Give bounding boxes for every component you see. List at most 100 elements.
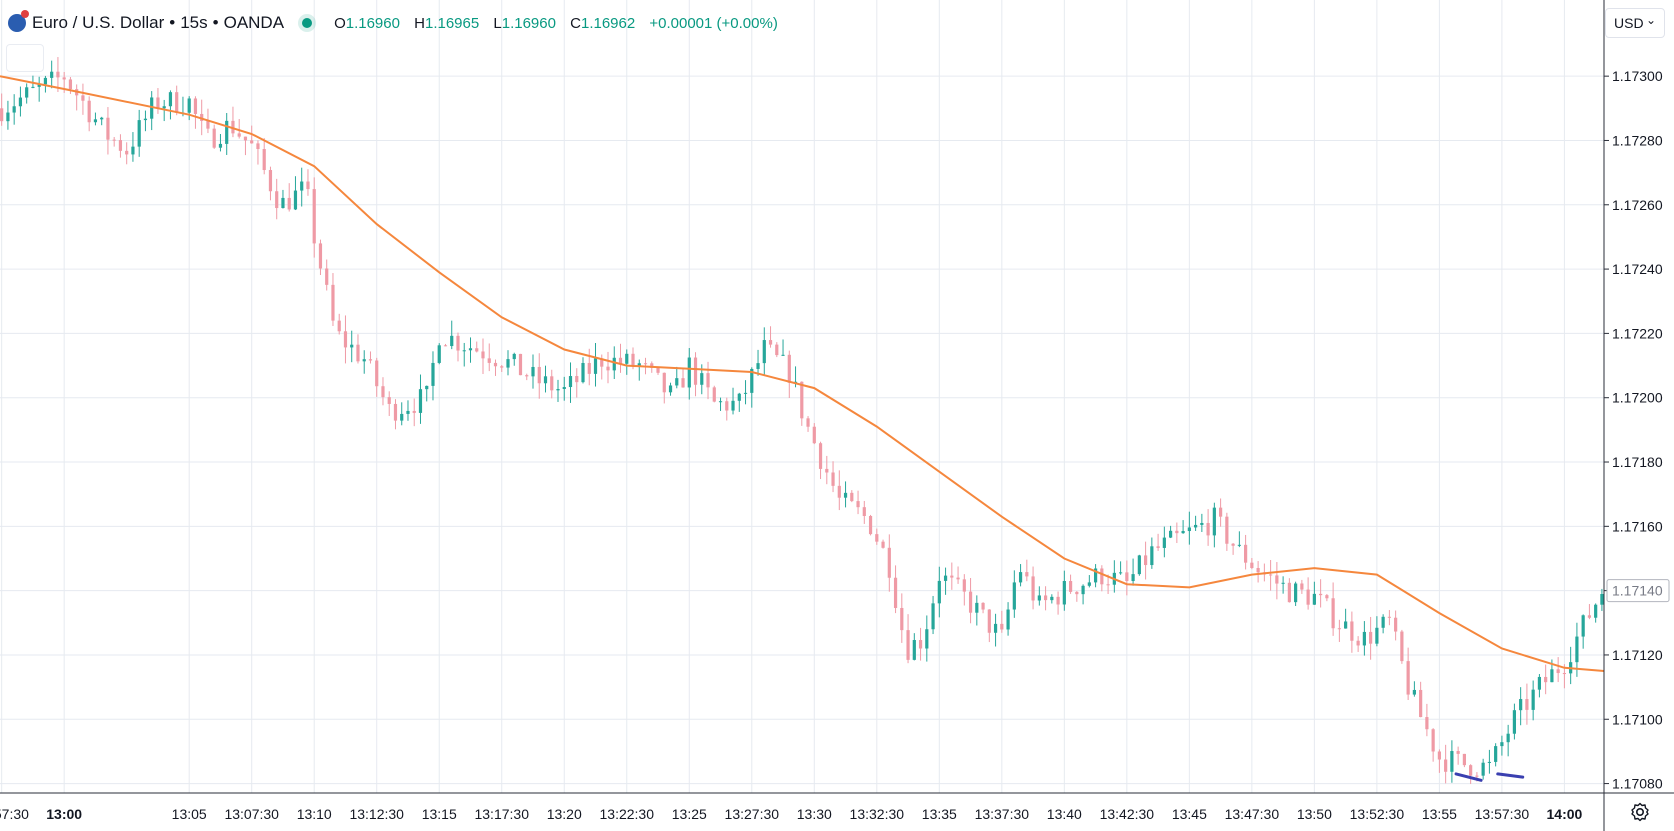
candle-body (543, 376, 548, 384)
time-tick-label: 13:12:30 (349, 806, 404, 822)
candle-body (562, 387, 566, 389)
candle-body (500, 366, 504, 368)
settings-icon[interactable] (1628, 800, 1652, 824)
candle-body (925, 629, 929, 649)
candle-body (287, 197, 291, 210)
candle-body (856, 501, 860, 508)
candle-body (487, 358, 491, 363)
candle-body (331, 284, 335, 321)
price-tick-label: 1.17080 (1612, 776, 1663, 792)
candle-body (587, 362, 591, 374)
time-tick-label: 13:10 (297, 806, 332, 822)
candle-body (768, 340, 773, 345)
candle-body (200, 113, 204, 121)
candle-body (468, 348, 473, 351)
candle-body (1331, 598, 1335, 629)
currency-label: USD (1614, 15, 1644, 31)
candle-body (1400, 631, 1404, 662)
candle-body (1175, 530, 1179, 534)
candle-body (137, 120, 141, 147)
candle-body (1225, 516, 1229, 544)
candle-body (437, 345, 441, 363)
candle-body (375, 360, 379, 387)
candle-body (481, 351, 485, 359)
candle-body (800, 381, 804, 419)
change-value: +0.00001 (+0.00%) (649, 14, 778, 32)
symbol-title[interactable]: Euro / U.S. Dollar (32, 13, 165, 32)
price-tick-label: 1.17100 (1612, 711, 1663, 727)
candle-body (662, 372, 666, 393)
candle-body (1081, 585, 1085, 595)
candle-body (162, 106, 166, 109)
candle-body (593, 358, 598, 374)
candle-body (1375, 627, 1379, 644)
time-tick-label: 13:05 (172, 806, 207, 822)
candle-body (406, 410, 410, 414)
candle-body (1300, 583, 1304, 590)
candle-body (981, 602, 985, 610)
symbol-interval[interactable]: 15s (180, 13, 208, 32)
candle-body (1287, 582, 1291, 603)
currency-button[interactable]: USD ⌄ (1605, 8, 1665, 38)
candle-body (306, 181, 310, 190)
candle-body (1269, 574, 1273, 576)
candle-body (737, 393, 741, 401)
candle-body (368, 359, 373, 361)
candle-body (100, 117, 104, 120)
candle-body (1550, 669, 1554, 683)
candle-body (125, 150, 129, 155)
symbol-exchange[interactable]: OANDA (223, 13, 285, 32)
candle-body (231, 120, 235, 134)
candle-body (68, 79, 73, 90)
candle-body (318, 243, 323, 269)
candle-body (906, 630, 910, 660)
market-status-icon[interactable] (302, 18, 313, 28)
candle-body (1556, 669, 1560, 674)
candle-body (850, 492, 854, 502)
candle-body (1125, 572, 1129, 582)
candle-body (1350, 621, 1354, 641)
chevron-down-icon: ⌄ (1645, 13, 1656, 27)
candle-body (893, 577, 898, 608)
candle-body (1212, 507, 1216, 536)
candle-body (881, 541, 885, 548)
candle-body (1406, 661, 1410, 695)
candle-body (450, 335, 454, 347)
candle-body (1344, 621, 1348, 629)
candle-body (462, 350, 466, 352)
candle-body (1506, 733, 1510, 743)
candle-body (337, 320, 341, 332)
candle-body (506, 359, 510, 368)
candle-body (862, 507, 866, 516)
candle-body (1231, 543, 1235, 546)
time-tick-label: 13:22:30 (600, 806, 655, 822)
drawing-handle[interactable] (6, 44, 44, 72)
candle-body (868, 515, 873, 535)
candle-body (1294, 583, 1298, 603)
candle-body (743, 392, 748, 394)
candle-body (1519, 699, 1523, 711)
candle-body (387, 397, 391, 404)
candle-body (175, 92, 179, 113)
candle-body (575, 376, 579, 383)
candle-body (1525, 699, 1529, 710)
candle-body (1425, 717, 1429, 730)
candle-body (156, 97, 160, 109)
candle-body (1431, 729, 1435, 752)
candle-body (31, 86, 35, 88)
candle-body (1075, 591, 1079, 595)
last-price-badge (1606, 579, 1670, 603)
candle-body (1012, 582, 1016, 610)
time-tick-label: 14:00 (1547, 806, 1583, 822)
candle-body (1156, 546, 1160, 548)
candle-body (1381, 616, 1385, 628)
candle-body (193, 98, 198, 114)
symbol-legend: Euro / U.S. Dollar • 15s • OANDA O1.1696… (8, 10, 778, 36)
candle-body (212, 128, 216, 148)
candle-body (1325, 595, 1329, 599)
candle-body (1544, 676, 1548, 683)
candle-body (875, 534, 879, 542)
price-tick-label: 1.17280 (1612, 132, 1663, 148)
candle-body (0, 108, 4, 122)
